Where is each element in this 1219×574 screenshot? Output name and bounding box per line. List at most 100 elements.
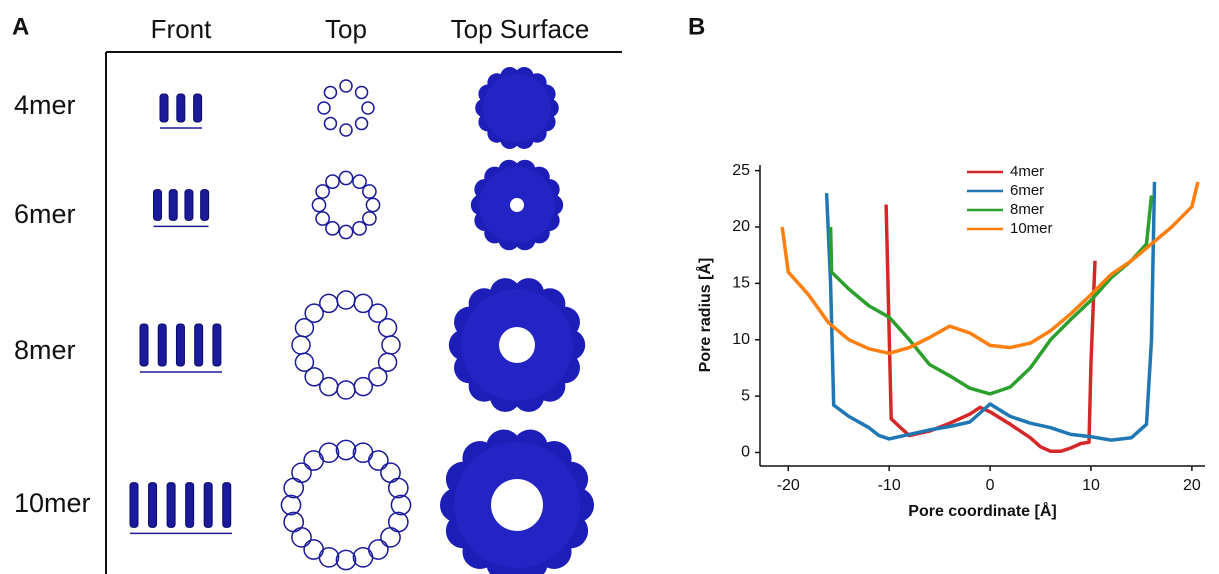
helix	[168, 189, 178, 221]
pore	[491, 479, 543, 531]
helix-top	[380, 526, 401, 548]
helix-top	[352, 546, 374, 568]
helix-top	[336, 380, 356, 400]
helix-top	[387, 477, 409, 499]
surface	[482, 73, 552, 143]
helix	[193, 93, 203, 123]
pore	[510, 198, 524, 212]
column-header: Top Surface	[451, 14, 590, 44]
helix-top	[291, 335, 311, 355]
helix-top	[387, 511, 409, 533]
helix-top	[381, 335, 401, 355]
helix	[166, 482, 176, 528]
helix	[194, 323, 204, 367]
helix	[203, 482, 213, 528]
helix-top	[390, 494, 412, 516]
row-label: 4mer	[14, 90, 76, 120]
helix-top	[325, 221, 340, 236]
y-tick-label: 5	[741, 387, 750, 404]
helix	[176, 93, 186, 123]
helix-top	[315, 211, 330, 226]
y-tick-label: 25	[732, 162, 750, 179]
structure-images	[129, 67, 594, 574]
x-tick-label: -10	[878, 477, 901, 494]
helix-top	[338, 170, 354, 186]
helix-top	[354, 116, 369, 131]
pore	[499, 327, 535, 363]
row-label: 10mer	[14, 488, 91, 518]
helix	[153, 189, 162, 221]
helix-top	[291, 526, 312, 548]
helix	[185, 482, 195, 528]
helix-top	[353, 376, 373, 397]
helix-top	[303, 450, 325, 471]
helix-top	[291, 462, 312, 484]
column-header: Front	[151, 14, 212, 44]
helix-top	[323, 116, 338, 131]
helix-top	[318, 442, 340, 464]
row-label: 6mer	[14, 199, 76, 229]
x-tick-label: 10	[1082, 477, 1100, 494]
series-line	[824, 181, 1157, 442]
helix-top	[315, 184, 330, 199]
y-axis-label: Pore radius [Å]	[695, 258, 714, 373]
chart: 0 5 10 15 20 25 -20 -10 0 10 20 Pore coordinate [Å]…	[695, 162, 1205, 520]
helix-top	[353, 293, 373, 314]
x-tick-label: 20	[1183, 477, 1201, 494]
helix	[222, 482, 232, 528]
helix-top	[361, 101, 375, 115]
row-label: 8mer	[14, 335, 76, 365]
helix-top	[362, 184, 377, 199]
helix-top	[367, 539, 389, 560]
helix-top	[368, 303, 388, 323]
helix	[200, 189, 210, 221]
helix-top	[339, 79, 353, 93]
helix-top	[354, 85, 369, 100]
helix-top	[280, 494, 302, 516]
helix	[175, 323, 185, 367]
helix	[184, 189, 194, 221]
helix-top	[325, 174, 340, 189]
helix-top	[335, 439, 357, 461]
helix-top	[283, 477, 305, 499]
helix-top	[294, 318, 315, 338]
helix-top	[319, 376, 339, 397]
helix	[157, 323, 167, 367]
helix-top	[380, 462, 401, 484]
legend-label: 4mer	[1010, 163, 1044, 180]
helix	[159, 93, 169, 123]
helix-top	[365, 197, 381, 213]
legend-label: 6mer	[1010, 182, 1044, 199]
panel-label: B	[688, 13, 705, 40]
helix-top	[323, 85, 338, 100]
helix	[129, 482, 139, 528]
helix-top	[294, 352, 315, 372]
helix-top	[318, 546, 340, 568]
legend-label: 8mer	[1010, 201, 1044, 218]
helix-top	[368, 367, 388, 387]
y-tick-label: 0	[741, 444, 750, 461]
y-tick-label: 10	[732, 331, 750, 348]
helix-top	[283, 511, 305, 533]
helix-top	[319, 293, 339, 314]
helix-top	[352, 442, 374, 464]
series-line	[828, 195, 1154, 396]
y-tick-label: 15	[732, 275, 750, 292]
helix	[148, 482, 158, 528]
helix-top	[352, 221, 367, 236]
series-line	[780, 181, 1200, 356]
helix-top	[335, 549, 357, 571]
helix-top	[304, 367, 324, 387]
panel-label: A	[12, 13, 29, 40]
x-tick-label: 0	[986, 477, 995, 494]
x-axis-label: Pore coordinate [Å]	[908, 501, 1056, 520]
helix-top	[339, 123, 353, 137]
helix-top	[317, 101, 331, 115]
helix-top	[304, 303, 324, 323]
helix-top	[303, 539, 325, 560]
column-header: Top	[325, 14, 367, 44]
helix-top	[352, 174, 367, 189]
helix	[212, 323, 222, 367]
helix-top	[336, 290, 356, 310]
helix-top	[377, 318, 398, 338]
